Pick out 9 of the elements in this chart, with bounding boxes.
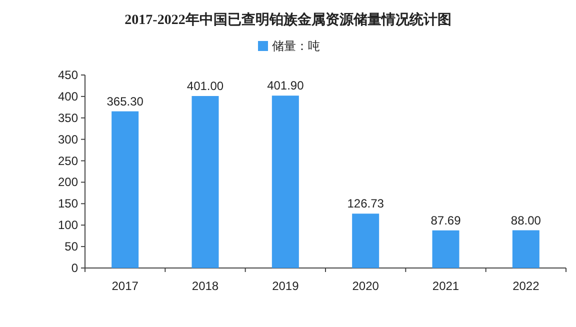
legend: 储量：吨	[258, 39, 320, 53]
x-tick-label: 2021	[432, 279, 460, 293]
legend-label: 储量：吨	[272, 39, 320, 53]
x-tick-label: 2022	[512, 279, 540, 293]
x-tick-label: 2017	[112, 279, 139, 293]
x-tick-label: 2018	[192, 279, 219, 293]
x-tick-label: 2020	[352, 279, 380, 293]
title: 2017-2022年中国已查明铂族金属资源储量情况统计图	[124, 13, 452, 28]
x-tick-label: 2019	[272, 279, 300, 293]
